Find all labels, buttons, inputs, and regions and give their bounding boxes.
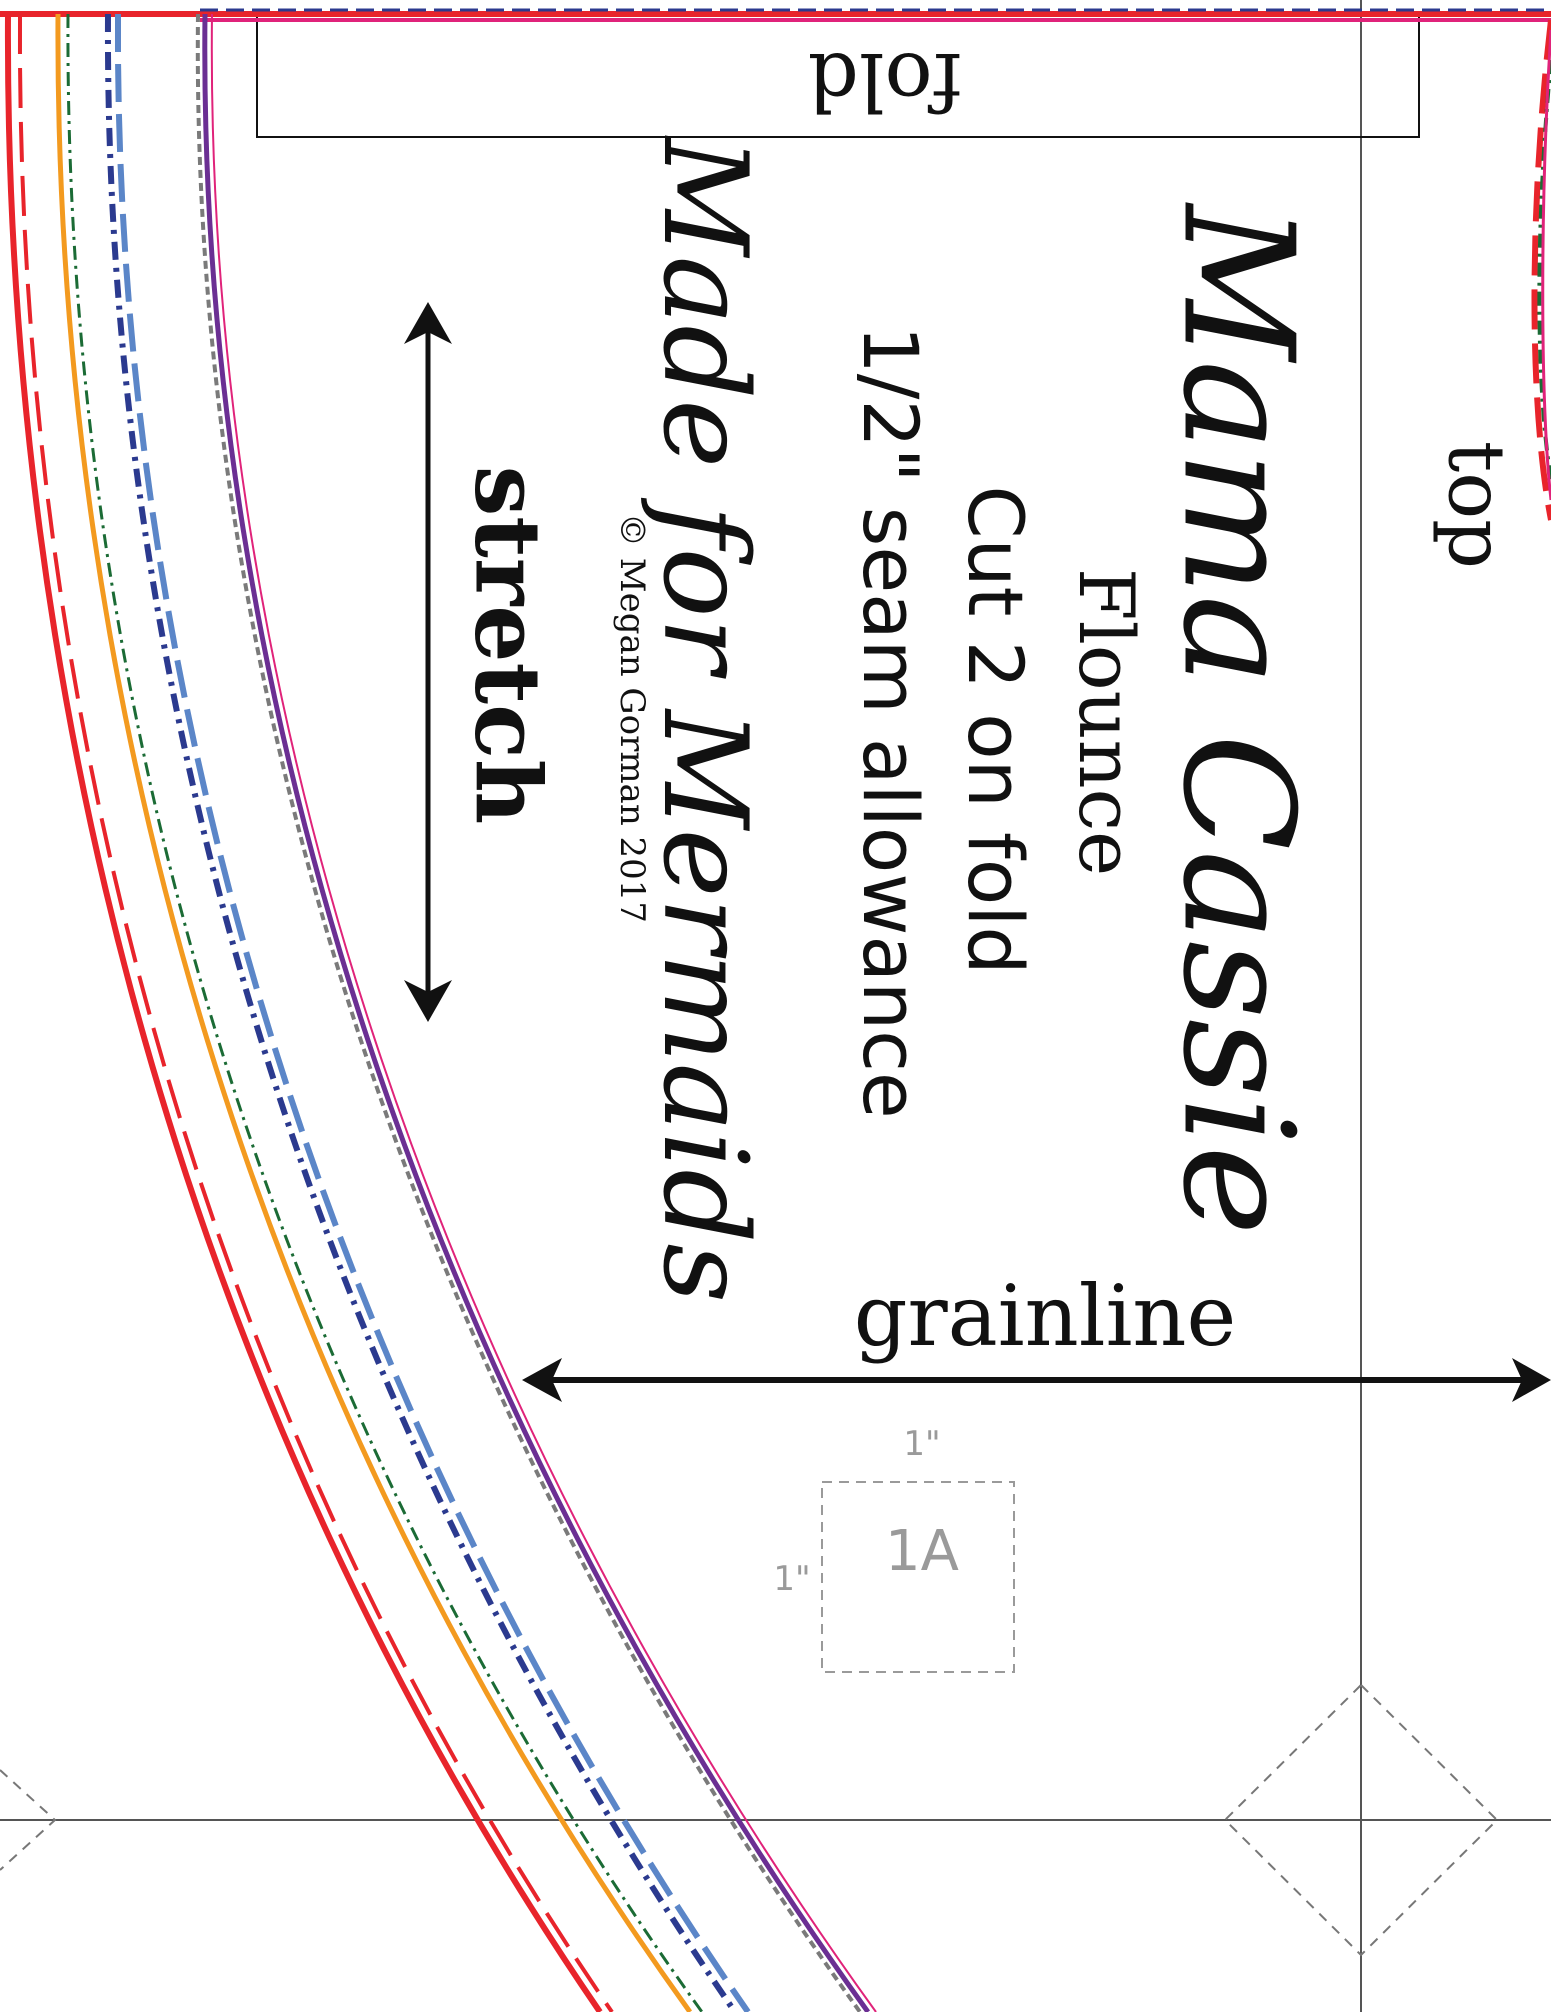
size-line-green <box>66 13 704 2012</box>
stretch-label: stretch <box>455 466 561 825</box>
seam-allowance: 1/2" seam allowance <box>846 325 935 1118</box>
size-line-magenta <box>210 13 877 2012</box>
copyright: © Megan Gorman 2017 <box>612 513 652 923</box>
brand-name: Made for Mermaids <box>637 135 772 1303</box>
size-lines-right <box>1531 19 1551 521</box>
stretch-arrow <box>404 302 452 1022</box>
test-square-id: 1A <box>885 1519 959 1584</box>
size-line-red <box>4 13 603 2012</box>
size-lines-top <box>0 8 1551 22</box>
size-lines-curves <box>4 13 877 2012</box>
test-square-width: 1" <box>903 1424 940 1464</box>
grainline-arrow <box>522 1358 1551 1402</box>
test-square <box>821 1481 1015 1673</box>
grainline-label: grainline <box>854 1267 1237 1365</box>
piece-name: Flounce <box>1062 568 1151 876</box>
size-line-purple <box>202 13 871 2012</box>
size-line-red-dashed <box>17 13 614 2012</box>
size-line-right-magenta <box>1541 29 1551 501</box>
size-line-navy <box>104 13 738 2012</box>
size-line-right-red <box>1531 19 1551 521</box>
cut-instruction: Cut 2 on fold <box>951 485 1040 974</box>
size-line-blue <box>114 13 751 2012</box>
test-square-height: 1" <box>773 1559 810 1599</box>
fold-label: fold <box>808 35 963 128</box>
pattern-title: Mama Cassie <box>1150 202 1327 1236</box>
size-line-grey <box>195 13 862 2012</box>
size-line-orange <box>55 13 693 2012</box>
page-alignment-diamond-left <box>0 1769 57 1871</box>
top-label: top <box>1431 441 1521 569</box>
page-alignment-diamond <box>1223 1683 1499 1957</box>
